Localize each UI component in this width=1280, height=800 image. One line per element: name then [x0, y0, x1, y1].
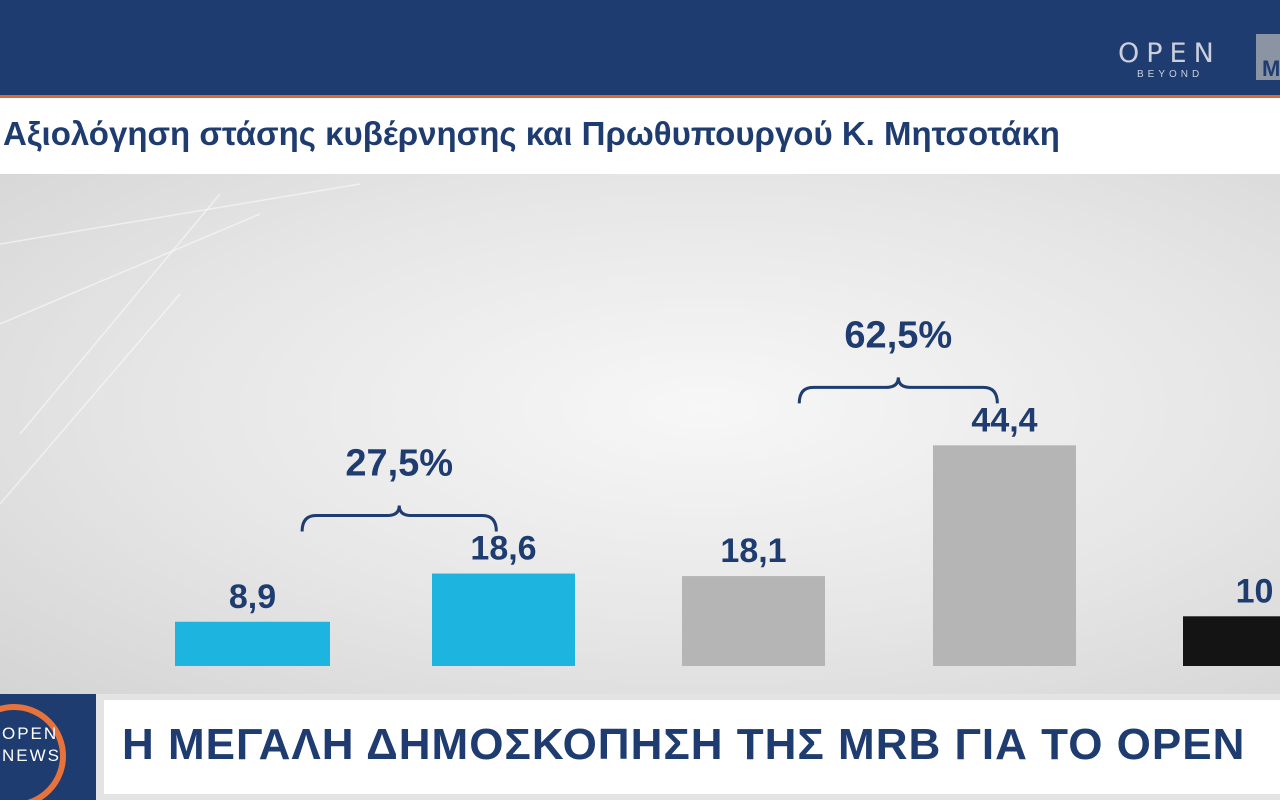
group-total-label-1: 27,5%	[345, 443, 453, 485]
bar-2	[432, 573, 575, 666]
open-beyond-tagline: BEYOND	[1137, 69, 1204, 80]
group-total-label-2: 62,5%	[844, 314, 952, 356]
bar-value-label-2: 18,6	[470, 530, 536, 568]
bottom-bar: OPEN NEWS Η ΜΕΓΑΛΗ ΔΗΜΟΣΚΟΠΗΣΗ ΤΗΣ MRB Γ…	[0, 694, 1280, 800]
chart-title: Αξιολόγηση στάσης κυβέρνησης και Πρωθυπο…	[3, 115, 1060, 152]
background-lines	[0, 183, 361, 505]
mrb-logo: M	[1256, 34, 1280, 80]
headline-banner: Η ΜΕΓΑΛΗ ΔΗΜΟΣΚΟΠΗΣΗ ΤΗΣ MRB ΓΙΑ ΤΟ OPEN	[104, 700, 1280, 794]
bar-value-label-4: 44,4	[971, 401, 1037, 439]
news-logo-news: NEWS	[2, 746, 61, 765]
news-logo-open: OPEN	[2, 724, 59, 743]
group-brace-2	[797, 377, 999, 404]
bar-value-label-3: 18,1	[720, 532, 786, 570]
bar-value-label-1: 8,9	[229, 578, 276, 616]
open-news-logo: OPEN NEWS	[0, 694, 96, 800]
bar-4	[933, 445, 1076, 666]
bar-value-label-5: 10	[1236, 572, 1274, 610]
group-brace-1	[300, 505, 498, 532]
bar-5	[1183, 616, 1280, 666]
bar-chart: 8,9 18,6 18,1 44,4 10 27,5% 62,5%	[0, 183, 1280, 666]
open-logo: OPEN	[1118, 38, 1221, 69]
title-band: Αξιολόγηση στάσης κυβέρνησης και Πρωθυπο…	[0, 98, 1280, 174]
bar-3	[682, 576, 825, 666]
bar-1	[175, 621, 330, 666]
headline-text: Η ΜΕΓΑΛΗ ΔΗΜΟΣΚΟΠΗΣΗ ΤΗΣ MRB ΓΙΑ ΤΟ OPEN	[122, 720, 1246, 769]
top-bar: OPEN BEYOND M	[0, 0, 1280, 98]
ring-icon	[0, 704, 66, 800]
chart-area: 8,9 18,6 18,1 44,4 10 27,5% 62,5%	[0, 174, 1280, 694]
